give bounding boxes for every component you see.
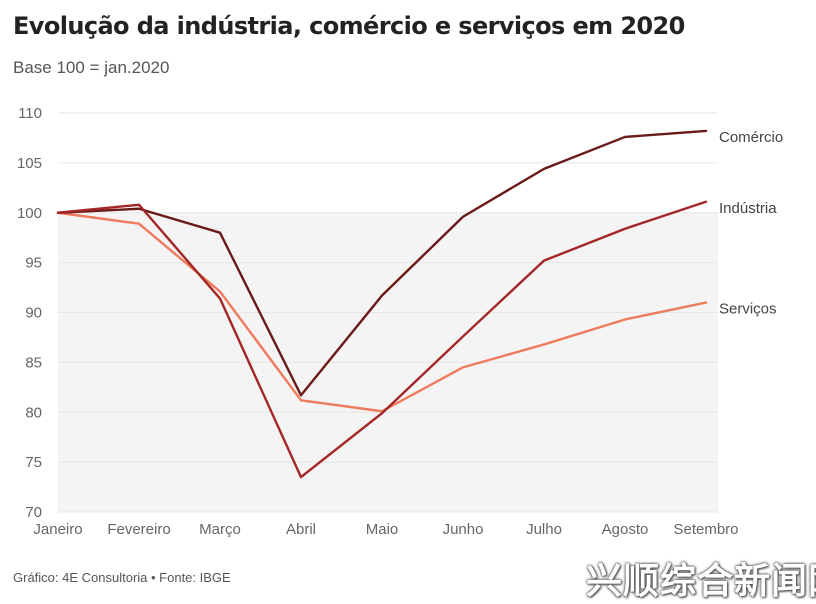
source-note: Gráfico: 4E Consultoria • Fonte: IBGE: [13, 570, 231, 585]
y-tick-label: 95: [25, 255, 42, 272]
y-tick-label: 80: [25, 404, 42, 421]
y-tick-label: 100: [17, 205, 42, 222]
series-labels: Comércio Indústria Serviços: [719, 129, 783, 318]
y-tick-label: 85: [25, 354, 42, 371]
x-tick-label: Maio: [366, 521, 399, 538]
series-label: Indústria: [719, 200, 777, 217]
x-tick-label: Setembro: [673, 521, 738, 538]
series-line-indústria: [56, 200, 708, 479]
x-axis: Janeiro Fevereiro Março Abril Maio Junho Julho…: [33, 521, 738, 538]
series-label: Comércio: [719, 129, 783, 146]
gridlines: [58, 112, 718, 513]
x-tick-label: Janeiro: [33, 521, 82, 538]
y-tick-label: 75: [25, 454, 42, 471]
chart-subtitle: Base 100 = jan.2020: [13, 58, 170, 77]
y-tick-label: 105: [17, 155, 42, 172]
series-lines: [56, 129, 708, 479]
watermark-logo: 兴顺综合新闻网: [586, 561, 816, 602]
x-tick-label: Abril: [286, 521, 316, 538]
y-tick-label: 70: [25, 504, 42, 521]
x-tick-label: Julho: [526, 521, 562, 538]
x-tick-label: Fevereiro: [107, 521, 170, 538]
x-tick-label: Março: [199, 521, 241, 538]
y-tick-label: 110: [18, 105, 42, 122]
series-label: Serviços: [719, 301, 777, 318]
chart-title: Evolução da indústria, comércio e serviç…: [13, 12, 685, 40]
x-tick-label: Junho: [443, 521, 484, 538]
y-axis: 70 75 80 85 90 95 100 105 110: [17, 105, 42, 521]
x-tick-label: Agosto: [602, 521, 649, 538]
series-line-comércio: [56, 129, 708, 397]
y-tick-label: 90: [25, 305, 42, 322]
series-line-serviços: [56, 211, 708, 413]
